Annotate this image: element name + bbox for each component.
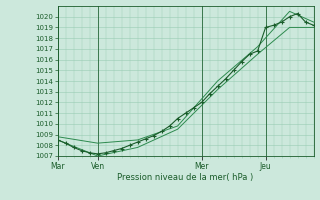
- X-axis label: Pression niveau de la mer( hPa ): Pression niveau de la mer( hPa ): [117, 173, 254, 182]
